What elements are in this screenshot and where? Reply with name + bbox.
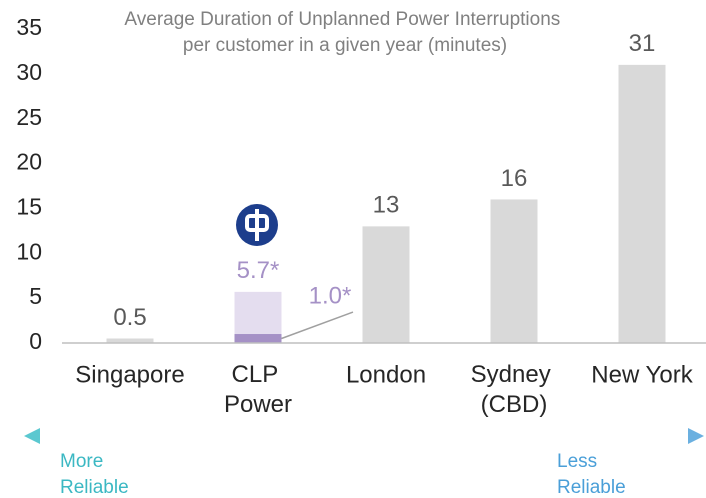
x-tick-label: New York [591,361,693,388]
value-label: 16 [501,165,528,192]
inner-bar [234,334,282,343]
x-tick-label: Singapore [75,361,184,388]
y-tick-label: 30 [16,59,42,85]
bar [362,226,410,343]
y-tick-label: 15 [16,194,42,220]
y-tick-label: 5 [29,283,42,309]
y-tick-label: 20 [16,149,42,175]
bar [106,338,154,343]
leader-line [281,311,354,340]
bar [490,199,538,343]
bar [618,64,666,343]
logo [236,204,278,246]
value-label: 13 [373,192,400,219]
arrow-right-head [688,428,704,444]
x-tick-label: Sydney (CBD) [471,361,558,418]
y-tick-label: 0 [29,328,42,354]
chart-title: Average Duration of Unplanned Power Inte… [124,9,565,56]
right-note: Less Reliable [557,451,626,498]
left-note: More Reliable [60,451,129,498]
value-label: 0.5 [113,304,146,331]
x-tick-label: CLP Power [224,361,292,418]
y-tick-label: 35 [16,14,42,40]
value-label: 5.7* [237,257,280,284]
x-tick-label: London [346,361,426,388]
inner-value-label: 1.0* [309,282,352,309]
arrow-left-head [24,428,40,444]
value-label: 31 [629,30,656,57]
y-tick-label: 10 [16,238,42,264]
y-tick-label: 25 [16,104,42,130]
